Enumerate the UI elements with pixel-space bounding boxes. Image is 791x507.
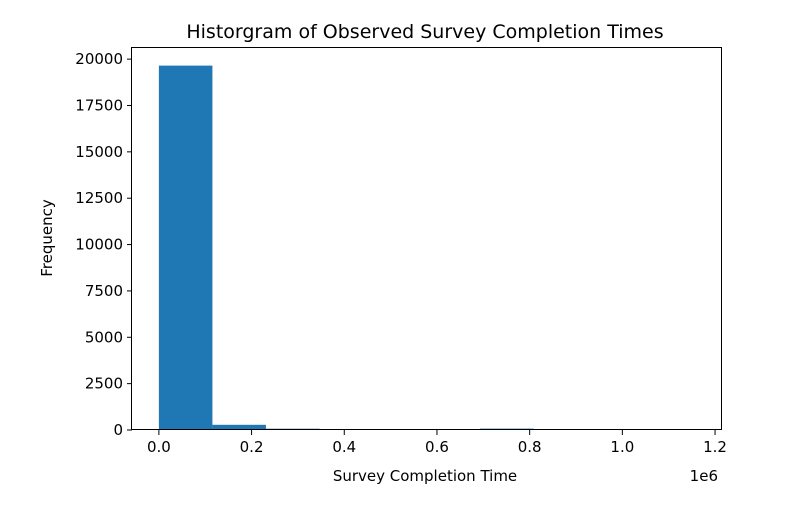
x-tick-label: 0.8 bbox=[518, 438, 542, 456]
y-tick-label: 17500 bbox=[75, 96, 123, 114]
y-axis: 0 2500 5000 7500 10000 12500 15000 17500 20000 bbox=[75, 50, 132, 439]
x-tick-label: 0.2 bbox=[240, 438, 264, 456]
x-axis-offset-label: 1e6 bbox=[690, 467, 718, 485]
x-axis: 0.0 0.2 0.4 0.6 0.8 1.0 1.2 bbox=[147, 430, 727, 456]
bars-group bbox=[158, 65, 695, 430]
y-tick-label: 5000 bbox=[85, 328, 123, 346]
x-tick-label: 0.4 bbox=[332, 438, 356, 456]
y-axis-label: Frequency bbox=[38, 199, 56, 277]
chart-title: Historgram of Observed Survey Completion… bbox=[186, 21, 663, 43]
y-tick-label: 7500 bbox=[85, 282, 123, 300]
y-tick-label: 10000 bbox=[75, 236, 123, 254]
y-tick-label: 2500 bbox=[85, 375, 123, 393]
x-tick-label: 1.2 bbox=[703, 438, 727, 456]
x-tick-label: 1.0 bbox=[610, 438, 634, 456]
plot-frame bbox=[131, 47, 722, 430]
x-tick-label: 0.6 bbox=[425, 438, 449, 456]
y-tick-label: 0 bbox=[113, 421, 123, 439]
histogram-bar-1 bbox=[158, 65, 213, 430]
y-tick-label: 12500 bbox=[75, 189, 123, 207]
x-axis-label: Survey Completion Time bbox=[333, 467, 517, 485]
x-tick-label: 0.0 bbox=[147, 438, 171, 456]
histogram-bar-2 bbox=[212, 424, 266, 430]
y-tick-label: 15000 bbox=[75, 143, 123, 161]
y-tick-label: 20000 bbox=[75, 50, 123, 68]
